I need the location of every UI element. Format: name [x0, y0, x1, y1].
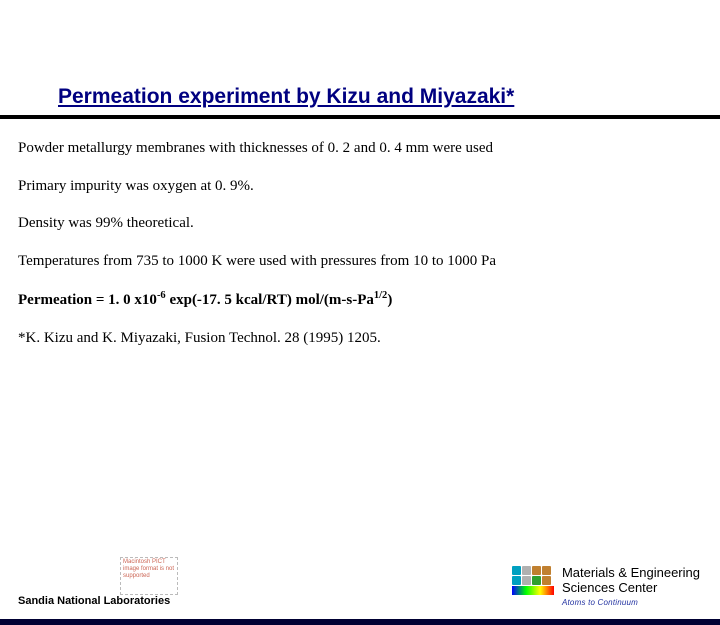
logo-sq [512, 566, 521, 575]
body-line-2: Primary impurity was oxygen at 0. 9%. [18, 177, 702, 197]
l5-sup2: 1/2 [374, 290, 387, 301]
l5-sup1: -6 [157, 290, 166, 301]
mesc-line1: Materials & Engineering [562, 566, 700, 581]
body-line-3: Density was 99% theoretical. [18, 214, 702, 234]
slide: Permeation experiment by Kizu and Miyaza… [0, 85, 720, 625]
sandia-label: Sandia National Laboratories [18, 595, 170, 607]
mesc-line2: Sciences Center [562, 581, 700, 596]
body-line-5: Permeation = 1. 0 x10-6 exp(-17. 5 kcal/… [18, 289, 702, 311]
body-line-1: Powder metallurgy membranes with thickne… [18, 139, 702, 159]
tagline: Atoms to Continuum [562, 598, 700, 607]
l5-pre: Permeation = 1. 0 x10 [18, 292, 157, 308]
l5-mid: exp(-17. 5 kcal/RT) mol/(m-s-Pa [166, 292, 374, 308]
body-line-4: Temperatures from 735 to 1000 K were use… [18, 252, 702, 272]
logo-sq [522, 566, 531, 575]
logo-sq [542, 566, 551, 575]
gradient-bar-icon [512, 586, 554, 595]
logo-sq [532, 576, 541, 585]
logo-sq [522, 576, 531, 585]
pict-placeholder-icon: Macintosh PICT image format is not suppo… [120, 557, 178, 595]
mesc-block: Materials & Engineering Sciences Center … [562, 566, 700, 607]
l5-post: ) [387, 292, 392, 308]
right-footer: Materials & Engineering Sciences Center … [512, 566, 700, 607]
bottom-bar [0, 619, 720, 625]
content-area: Powder metallurgy membranes with thickne… [0, 119, 720, 348]
logo-sq [532, 566, 541, 575]
body-line-6: *K. Kizu and K. Miyazaki, Fusion Technol… [18, 329, 702, 349]
logo-sq [542, 576, 551, 585]
logo-sq [512, 576, 521, 585]
slide-title: Permeation experiment by Kizu and Miyaza… [58, 85, 662, 109]
title-block: Permeation experiment by Kizu and Miyaza… [0, 85, 720, 119]
footer: Macintosh PICT image format is not suppo… [0, 550, 720, 625]
logo-icon [512, 566, 554, 595]
